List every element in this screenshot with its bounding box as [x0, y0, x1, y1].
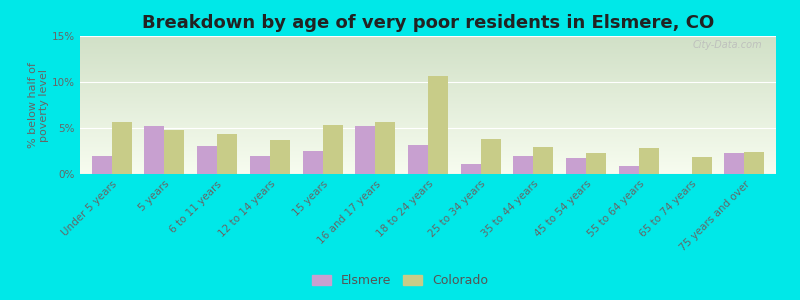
Bar [534, 147, 554, 174]
Bar [92, 156, 112, 174]
Bar [302, 151, 322, 174]
Bar [692, 158, 712, 174]
Bar [461, 164, 481, 174]
Bar [619, 166, 639, 174]
Bar [375, 122, 395, 174]
Bar [197, 146, 217, 174]
Bar [639, 148, 659, 174]
Bar [481, 139, 501, 174]
Bar [112, 122, 132, 174]
Bar [566, 158, 586, 174]
Text: City-Data.com: City-Data.com [693, 40, 762, 50]
Bar [355, 126, 375, 174]
Bar [744, 152, 765, 174]
Bar [514, 156, 534, 174]
Title: Breakdown by age of very poor residents in Elsmere, CO: Breakdown by age of very poor residents … [142, 14, 714, 32]
Bar [270, 140, 290, 174]
Bar [217, 134, 237, 174]
Bar [164, 130, 184, 174]
Bar [586, 153, 606, 174]
Legend: Elsmere, Colorado: Elsmere, Colorado [308, 270, 492, 291]
Bar [408, 146, 428, 174]
Bar [322, 125, 342, 174]
Bar [724, 153, 744, 174]
Bar [250, 156, 270, 174]
Bar [428, 76, 448, 174]
Y-axis label: % below half of
poverty level: % below half of poverty level [28, 62, 50, 148]
Bar [144, 126, 164, 174]
